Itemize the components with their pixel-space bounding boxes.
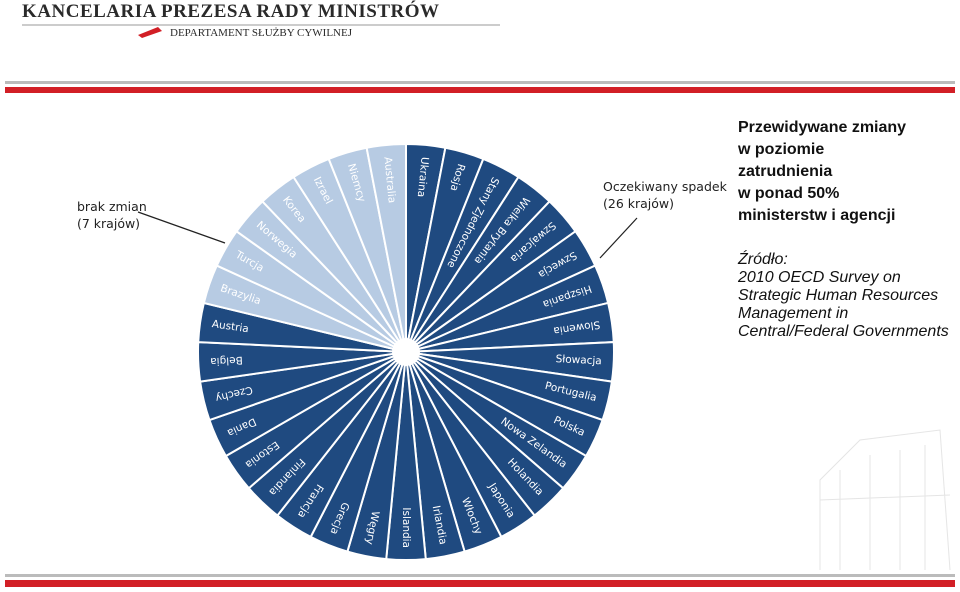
header-flag — [138, 27, 162, 38]
bottom-rule-red — [5, 580, 955, 587]
annotation: (26 krajów) — [603, 196, 674, 211]
side-title: w ponad 50% — [737, 185, 839, 202]
hub — [392, 338, 420, 366]
bottom-rule-grey — [5, 574, 955, 577]
side-title: ministerstw i agencji — [738, 207, 895, 224]
side-source: Źródło: — [737, 249, 788, 268]
annotation-line — [137, 211, 226, 244]
top-rule-red — [5, 87, 955, 93]
country-label: Austria — [211, 318, 249, 335]
country-label: Ukraina — [415, 156, 431, 197]
side-title: zatrudnienia — [738, 163, 832, 180]
side-source: 2010 OECD Survey on — [737, 269, 901, 286]
header-subtitle: DEPARTAMENT SŁUŻBY CYWILNEJ — [170, 27, 353, 39]
annotation-line — [599, 217, 638, 259]
slice — [365, 142, 407, 353]
side-source: Strategic Human Resources — [738, 287, 938, 304]
country-label: Australia — [381, 156, 397, 203]
country-label: Słowacja — [555, 353, 602, 367]
building-watermark — [819, 429, 951, 571]
side-source: Central/Federal Governments — [738, 323, 949, 340]
side-source: Management in — [738, 305, 848, 322]
country-label: Belgia — [210, 354, 243, 368]
side-text: Przewidywane zmiany w poziomie zatrudnieni… — [737, 119, 949, 340]
top-rule-grey — [5, 81, 955, 84]
side-title: w poziomie — [737, 141, 824, 158]
country-label: Islandia — [400, 507, 412, 548]
side-title: Przewidywane zmiany — [738, 119, 906, 136]
annotation: brak zmian — [77, 199, 147, 214]
annotation: (7 krajów) — [77, 216, 140, 231]
header-title: KANCELARIA PREZESA RADY MINISTRÓW — [22, 0, 440, 22]
annotation: Oczekiwany spadek — [603, 179, 728, 194]
